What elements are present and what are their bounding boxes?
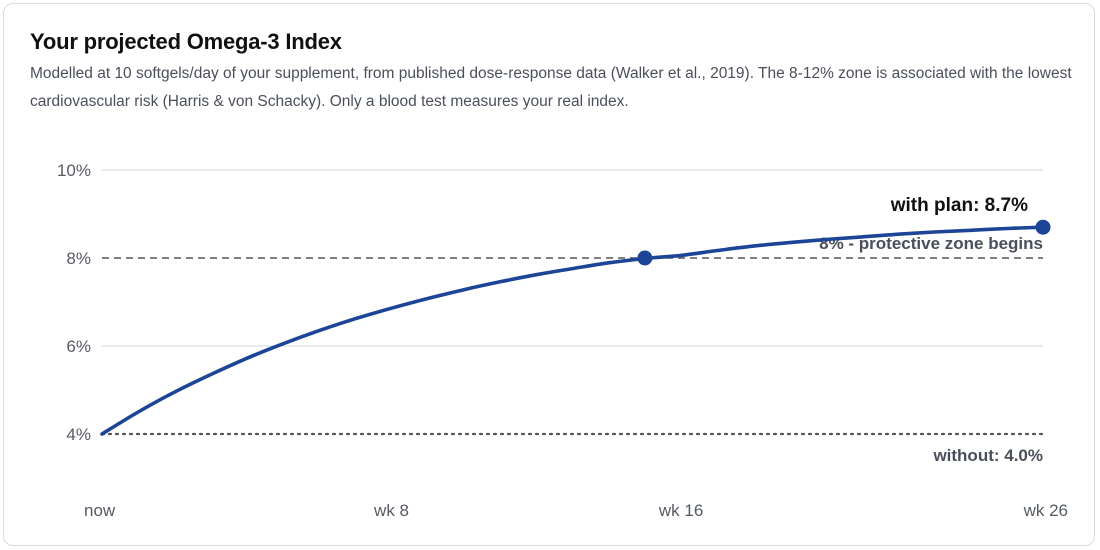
chart-subtitle: Modelled at 10 softgels/day of your supp… (30, 65, 1072, 110)
end-value-annotation: with plan: 8.7% (890, 195, 1028, 216)
reference-line-label: without: 4.0% (932, 446, 1043, 465)
series-line (100, 225, 1045, 436)
data-point-marker (637, 250, 653, 266)
y-tick-label: 10% (57, 161, 91, 180)
x-tick-label: wk 26 (1023, 501, 1068, 520)
x-tick-label: now (84, 501, 116, 520)
x-tick-label: wk 16 (658, 501, 703, 520)
y-tick-label: 8% (66, 249, 91, 268)
reference-line-label: 8% - protective zone begins (819, 234, 1043, 253)
y-tick-label: 4% (66, 425, 91, 444)
data-point-marker (1035, 219, 1051, 235)
chart-card: Your projected Omega-3 Index Modelled at… (3, 3, 1095, 546)
x-tick-label: wk 8 (373, 501, 409, 520)
chart-title: Your projected Omega-3 Index (30, 29, 342, 54)
y-tick-label: 6% (66, 337, 91, 356)
